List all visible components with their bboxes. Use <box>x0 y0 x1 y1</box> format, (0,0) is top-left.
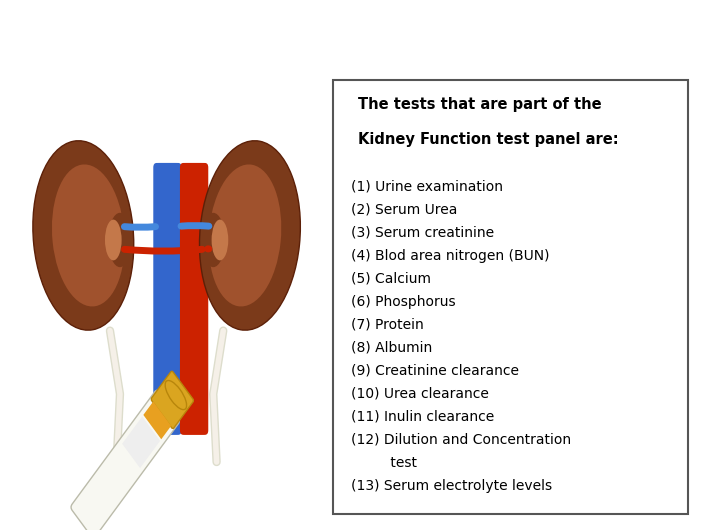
Text: (5) Calcium: (5) Calcium <box>351 271 431 286</box>
Text: Kidney Function test panel are:: Kidney Function test panel are: <box>358 131 619 147</box>
FancyBboxPatch shape <box>157 163 178 435</box>
FancyBboxPatch shape <box>151 371 194 429</box>
Text: The tests that are part of the: The tests that are part of the <box>358 97 602 112</box>
FancyBboxPatch shape <box>153 163 182 435</box>
Ellipse shape <box>199 141 301 330</box>
Text: (3) Serum creatinine: (3) Serum creatinine <box>351 226 494 240</box>
Ellipse shape <box>52 164 125 306</box>
Text: (8) Albumin: (8) Albumin <box>351 341 432 355</box>
Text: (12) Dilution and Concentration: (12) Dilution and Concentration <box>351 433 571 447</box>
FancyBboxPatch shape <box>333 80 688 514</box>
FancyBboxPatch shape <box>143 401 171 439</box>
Text: (6) Phosphorus: (6) Phosphorus <box>351 295 456 308</box>
Ellipse shape <box>211 219 228 260</box>
Ellipse shape <box>165 381 186 410</box>
FancyBboxPatch shape <box>155 163 180 435</box>
Text: (11) Inulin clearance: (11) Inulin clearance <box>351 410 494 424</box>
Ellipse shape <box>108 213 132 267</box>
Text: (4) Blod area nitrogen (BUN): (4) Blod area nitrogen (BUN) <box>351 249 549 262</box>
Text: (2) Serum Urea: (2) Serum Urea <box>351 202 457 216</box>
Text: test: test <box>351 456 417 470</box>
Text: (13) Serum electrolyte levels: (13) Serum electrolyte levels <box>351 479 552 493</box>
Text: (9) Creatinine clearance: (9) Creatinine clearance <box>351 364 519 378</box>
Ellipse shape <box>201 213 225 267</box>
FancyBboxPatch shape <box>183 163 205 435</box>
Ellipse shape <box>105 219 122 260</box>
Ellipse shape <box>208 164 281 306</box>
FancyBboxPatch shape <box>71 390 179 530</box>
FancyBboxPatch shape <box>182 163 206 435</box>
Text: Kidney Function Tests: Kidney Function Tests <box>130 21 579 56</box>
Text: (1) Urine examination: (1) Urine examination <box>351 180 503 193</box>
Text: (10) Urea clearance: (10) Urea clearance <box>351 387 489 401</box>
Ellipse shape <box>33 141 134 330</box>
FancyBboxPatch shape <box>122 417 160 468</box>
FancyBboxPatch shape <box>180 163 208 435</box>
Text: (7) Protein: (7) Protein <box>351 317 424 332</box>
